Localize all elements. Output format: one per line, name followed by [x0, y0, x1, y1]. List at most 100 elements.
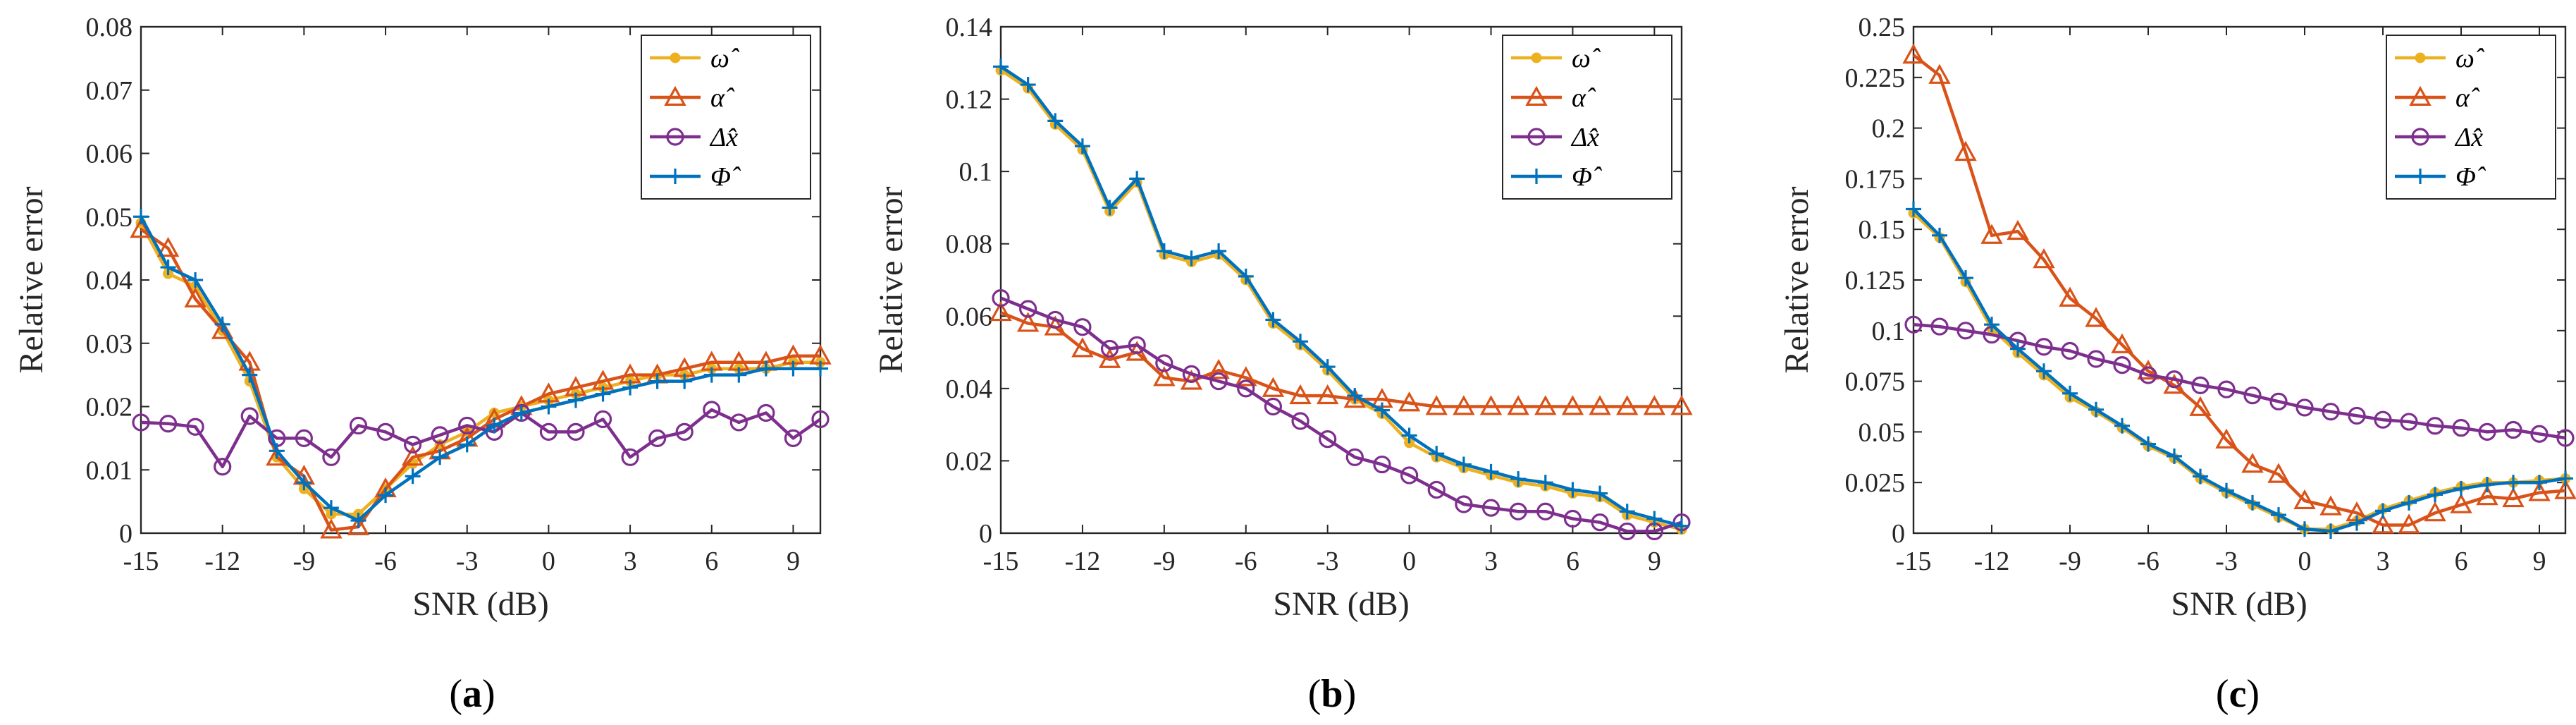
data-point — [1345, 448, 1364, 466]
data-point — [2502, 487, 2525, 508]
data-point — [1265, 312, 1281, 328]
y-tick-label: 0.1 — [959, 157, 993, 187]
data-point — [993, 59, 1009, 75]
data-point — [376, 422, 395, 441]
data-point — [296, 475, 312, 491]
data-point — [2476, 485, 2498, 506]
data-point — [1319, 430, 1337, 449]
data-point — [1902, 43, 1925, 64]
data-point — [1643, 395, 1666, 415]
x-tick-label: -3 — [2215, 547, 2238, 576]
data-point — [1646, 511, 1663, 527]
data-point — [1100, 339, 1119, 358]
data-point — [2479, 477, 2495, 493]
series-line — [1000, 296, 1682, 533]
data-point — [2401, 494, 2417, 511]
data-point — [1906, 201, 1921, 217]
data-point — [1932, 227, 1947, 243]
data-point — [1427, 480, 1446, 499]
data-point — [1984, 317, 1999, 333]
data-point — [2400, 413, 2418, 431]
data-point — [2036, 363, 2052, 379]
data-point — [1674, 518, 1689, 534]
legend-label: Δx̂ — [2454, 123, 2483, 152]
data-point — [1561, 395, 1584, 415]
y-tick-label: 0.175 — [1845, 164, 1906, 194]
data-point — [593, 410, 612, 429]
data-point — [1481, 499, 1500, 517]
data-point — [1289, 384, 1312, 405]
data-point — [187, 272, 204, 288]
data-point — [184, 287, 207, 307]
data-point — [1565, 482, 1581, 498]
data-point — [1425, 395, 1448, 415]
x-tick-label: 9 — [1648, 547, 1661, 576]
data-point — [1928, 63, 1951, 84]
data-point — [1429, 446, 1445, 462]
data-point — [2007, 219, 2029, 240]
y-tick-label: 0.1 — [1872, 317, 1906, 346]
series-dx — [132, 401, 830, 476]
legend-box — [1502, 35, 1672, 200]
data-point — [323, 500, 339, 516]
y-tick-label: 0.08 — [86, 13, 133, 42]
data-point — [2165, 370, 2183, 389]
x-tick-label: -6 — [1235, 547, 1257, 576]
data-point — [2319, 495, 2342, 516]
data-point — [2297, 521, 2312, 537]
legend-label: Δx̂ — [1570, 123, 1599, 152]
data-point — [2271, 507, 2286, 523]
data-point — [2087, 350, 2105, 368]
data-point — [1071, 337, 1094, 358]
y-tick-label: 0.25 — [1859, 13, 1906, 42]
data-point — [1047, 113, 1064, 129]
legend: ω̂α̂Δx̂Φ̂ — [641, 35, 811, 200]
data-point — [1237, 379, 1255, 398]
data-point — [2424, 501, 2446, 522]
series-dx — [1904, 315, 2575, 447]
data-point — [1591, 513, 1609, 532]
data-point — [1592, 485, 1608, 501]
legend-marker — [1527, 128, 1546, 146]
data-point — [2478, 422, 2496, 441]
data-point — [1155, 354, 1173, 372]
data-point — [1098, 348, 1121, 368]
data-point — [2293, 489, 2316, 510]
data-point — [1616, 395, 1639, 415]
data-point — [349, 416, 368, 435]
data-point — [2398, 513, 2420, 534]
series-line — [140, 408, 822, 469]
data-point — [1479, 395, 1503, 415]
data-point — [2010, 341, 2026, 357]
data-point — [2245, 494, 2260, 511]
x-tick-label: -12 — [204, 547, 240, 576]
data-point — [2372, 513, 2394, 534]
data-point — [2139, 366, 2157, 384]
panel-label: (b) — [1308, 672, 1356, 716]
data-point — [703, 367, 720, 383]
data-point — [567, 422, 585, 441]
x-tick-label: -9 — [293, 547, 316, 576]
data-point — [1211, 243, 1227, 259]
legend-marker — [664, 85, 686, 106]
data-point — [2061, 341, 2079, 360]
data-point — [1235, 366, 1257, 386]
y-tick-label: 0.14 — [946, 13, 993, 42]
y-tick-label: 0.05 — [1859, 418, 1906, 447]
x-axis-label: SNR (dB) — [2171, 585, 2307, 623]
data-point — [1483, 463, 1499, 480]
y-tick-label: 0 — [1892, 519, 1905, 549]
x-tick-label: 9 — [2533, 547, 2546, 576]
y-tick-label: 0.05 — [86, 202, 133, 232]
panel-label: (c) — [2216, 672, 2260, 716]
y-tick-label: 0.08 — [946, 230, 993, 260]
data-point — [1373, 455, 1391, 474]
x-tick-label: -12 — [1974, 547, 2010, 576]
data-point — [758, 360, 774, 377]
legend-marker — [666, 128, 684, 146]
data-point — [1262, 377, 1285, 397]
data-point — [133, 209, 149, 225]
data-point — [539, 422, 558, 441]
legend-marker — [2415, 52, 2426, 63]
y-tick-label: 0.06 — [86, 140, 133, 169]
